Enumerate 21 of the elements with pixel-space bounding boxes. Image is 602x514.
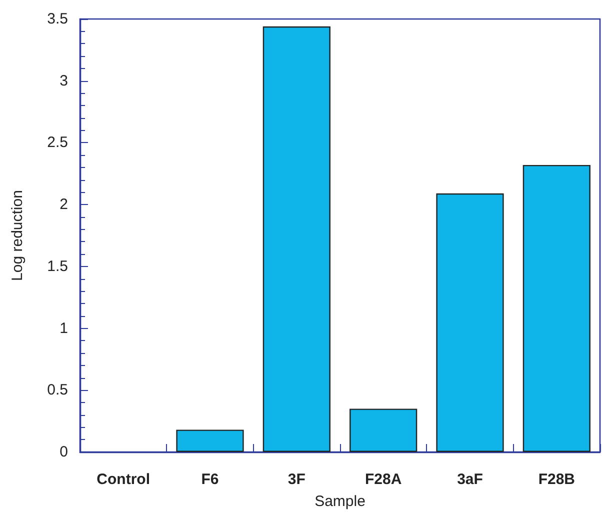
bar <box>522 164 590 452</box>
y-axis-title: Log reduction <box>9 190 26 281</box>
x-tick-label: 3F <box>288 471 306 488</box>
x-tick-label: F6 <box>201 471 219 488</box>
y-tick-label: 0 <box>60 444 68 460</box>
x-tick-label: F28A <box>364 471 402 488</box>
bar <box>350 408 418 452</box>
y-tick-label: 2.5 <box>47 134 68 152</box>
y-tick-label: 2 <box>60 196 68 214</box>
y-tick-label: 3.5 <box>47 10 68 28</box>
x-axis-title: Sample <box>314 493 366 510</box>
x-tick-label: Control <box>96 471 150 488</box>
y-tick-label: 0.5 <box>47 382 68 399</box>
bar <box>436 193 504 452</box>
bar <box>262 26 330 452</box>
x-tick-label: F28B <box>538 471 576 488</box>
x-tick-label: 3aF <box>457 471 483 488</box>
y-tick-label: 3 <box>60 72 68 90</box>
y-tick-label: 1.5 <box>47 258 68 275</box>
bar <box>176 430 244 452</box>
y-tick-label: 1 <box>60 320 68 337</box>
